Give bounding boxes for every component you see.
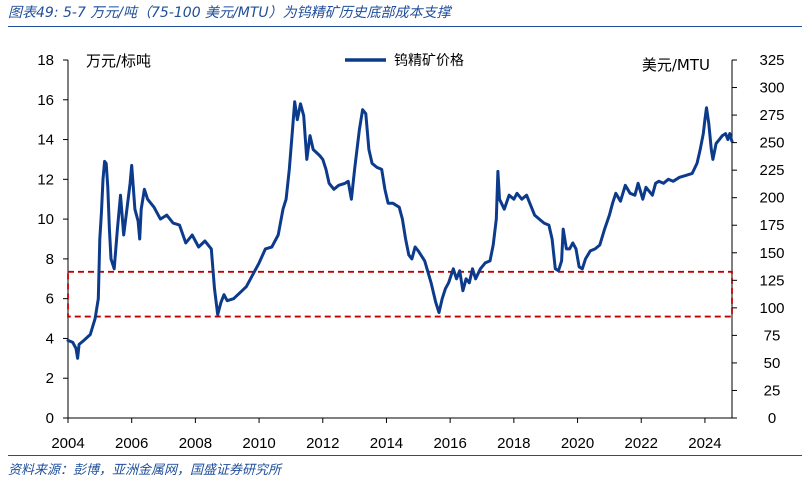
y-tick-right-label: 150 — [759, 245, 784, 262]
cost-support-box — [67, 270, 733, 318]
x-tick-label: 2020 — [561, 435, 594, 452]
y-tick-right-label: 250 — [759, 135, 784, 152]
y-tick-left-label: 4 — [46, 330, 54, 347]
y-tick-left-label: 6 — [46, 291, 54, 308]
y-tick-left-label: 10 — [37, 211, 54, 228]
x-tick-label: 2008 — [179, 435, 212, 452]
source-divider — [8, 455, 802, 456]
y-tick-right-label: 25 — [764, 382, 781, 399]
x-tick-label: 2010 — [242, 435, 275, 452]
y-tick-left-label: 0 — [46, 410, 54, 427]
legend-label: 钨精矿价格 — [394, 53, 464, 69]
x-tick-label: 2012 — [306, 435, 339, 452]
y-tick-left-label: 8 — [46, 251, 54, 268]
y-tick-left-label: 12 — [37, 171, 54, 188]
y-tick-right-label: 325 — [759, 52, 784, 69]
x-tick-label: 2018 — [497, 435, 530, 452]
y-tick-left-label: 16 — [37, 92, 54, 109]
plot-frame — [67, 60, 733, 419]
y-tick-right-label: 200 — [759, 190, 784, 207]
y-tick-right-label: 75 — [764, 327, 781, 344]
x-tick-label: 2016 — [433, 435, 466, 452]
x-tick-label: 2006 — [115, 435, 148, 452]
y-tick-right-label: 125 — [759, 272, 784, 289]
series-layer — [66, 100, 734, 360]
ylabel-left: 万元/标吨 — [86, 52, 151, 70]
y-tick-right-label: 300 — [759, 80, 784, 97]
ylabel-right: 美元/MTU — [642, 56, 710, 74]
legend: 钨精矿价格 — [345, 53, 464, 69]
y-tick-right-label: 50 — [764, 355, 781, 372]
y-tick-left-label: 2 — [46, 370, 54, 387]
y-tick-left-label: 18 — [37, 52, 54, 69]
x-tick-label: 2024 — [688, 435, 721, 452]
y-tick-right-label: 175 — [759, 217, 784, 234]
axes-layer: 0 2 4 6 8 10 12 14 16 18 0 25 50 75 100 125 150 175 200 225… — [37, 52, 784, 452]
y-tick-right-label: 100 — [759, 300, 784, 317]
title-divider — [8, 26, 802, 27]
x-tick-label: 2014 — [370, 435, 403, 452]
y-tick-right-label: 225 — [759, 162, 784, 179]
x-tick-label: 2022 — [625, 435, 658, 452]
series-line-tungsten-price — [66, 100, 734, 360]
figure-title: 图表49: 5-7 万元/吨（75-100 美元/MTU）为钨精矿历史底部成本支… — [8, 5, 451, 21]
y-tick-right-label: 275 — [759, 107, 784, 124]
annotation-layer — [67, 270, 733, 318]
y-tick-left-label: 14 — [37, 132, 54, 149]
x-tick-label: 2004 — [51, 435, 84, 452]
source-note: 资料来源：彭博，亚洲金属网，国盛证券研究所 — [8, 463, 282, 478]
y-tick-right-label: 0 — [768, 410, 776, 427]
